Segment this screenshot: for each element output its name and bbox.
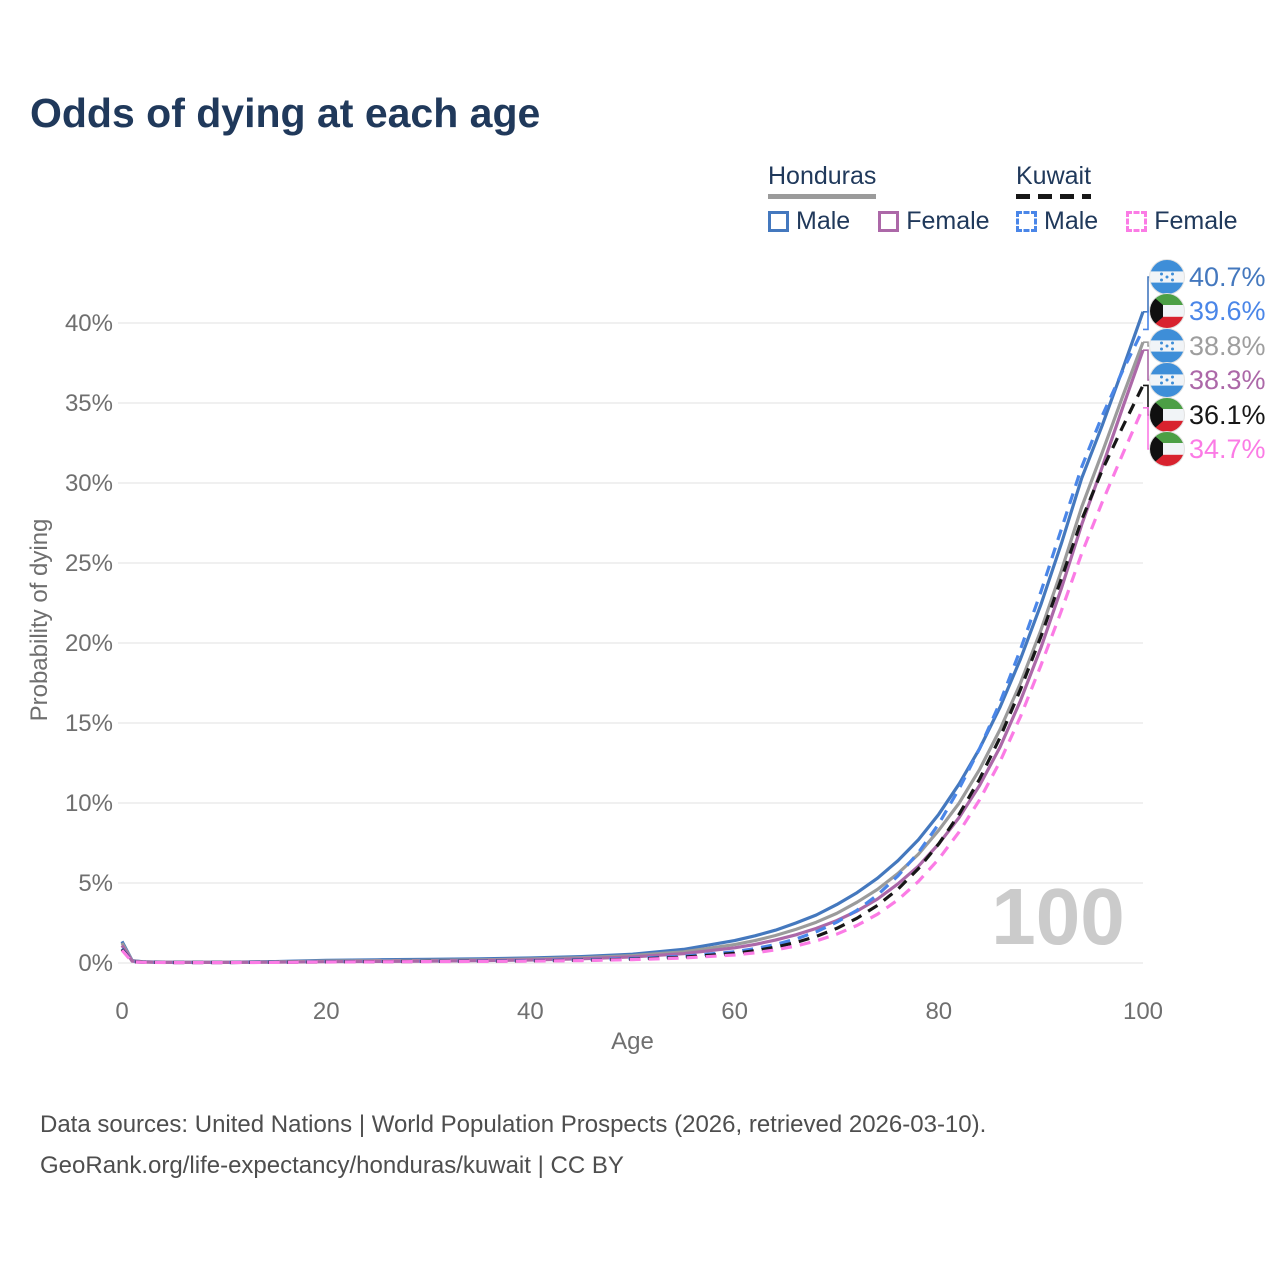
- x-tick-label: 20: [313, 998, 340, 1025]
- x-tick-label: 0: [115, 998, 128, 1025]
- end-label-connector: [1143, 349, 1150, 381]
- y-tick-label: 5%: [78, 870, 113, 897]
- end-label-value: 40.7%: [1189, 262, 1266, 292]
- end-label-value: 39.6%: [1189, 296, 1266, 326]
- y-tick-label: 0%: [78, 950, 113, 977]
- series-line-kuwait-male[interactable]: [120, 328, 1145, 965]
- legend-item-honduras-male[interactable]: Male: [768, 207, 850, 236]
- series-line-kuwait-female[interactable]: [120, 407, 1145, 965]
- kuwait-flag-icon: [1149, 293, 1185, 329]
- honduras-male-swatch-icon: [768, 211, 789, 232]
- legend-item-label: Male: [796, 207, 851, 235]
- legend-item-kuwait-male[interactable]: Male: [1016, 207, 1098, 236]
- x-tick-label: 40: [517, 998, 544, 1025]
- legend-item-label: Female: [906, 207, 990, 235]
- page-title: Odds of dying at each age: [30, 90, 541, 136]
- kuwait-flag-icon: [1149, 397, 1185, 433]
- series-line-kuwait-both[interactable]: [120, 384, 1145, 965]
- legend-country-honduras[interactable]: Honduras: [768, 162, 877, 199]
- kuwait-line-swatch: [1016, 194, 1092, 199]
- x-tick-label: 100: [1123, 998, 1163, 1025]
- end-label-value: 38.8%: [1189, 331, 1266, 361]
- end-label-value: 36.1%: [1189, 400, 1266, 430]
- legend-country-label: Honduras: [768, 162, 877, 190]
- legend-country-label: Kuwait: [1016, 162, 1092, 190]
- y-tick-label: 30%: [65, 470, 113, 497]
- kuwait-female-swatch-icon: [1126, 211, 1148, 232]
- y-tick-label: 15%: [65, 710, 113, 737]
- series-line-honduras-both[interactable]: [120, 341, 1145, 964]
- y-tick-label: 20%: [65, 630, 113, 657]
- footer-sources-line: Data sources: United Nations | World Pop…: [40, 1111, 987, 1138]
- legend-item-kuwait-female[interactable]: Female: [1126, 207, 1238, 236]
- end-label-connector: [1143, 407, 1150, 450]
- kuwait-male-swatch-icon: [1016, 211, 1037, 232]
- end-label-connector: [1143, 341, 1150, 347]
- x-tick-label: 60: [721, 998, 748, 1025]
- end-label-value: 34.7%: [1189, 434, 1266, 464]
- y-tick-label: 35%: [65, 390, 113, 417]
- honduras-line-swatch: [768, 194, 877, 199]
- honduras-flag-icon: [1149, 362, 1185, 398]
- legend-group-kuwait: Kuwait Male Female: [1016, 162, 1238, 236]
- series-line-honduras-female[interactable]: [120, 349, 1145, 964]
- end-label-connector: [1143, 384, 1150, 416]
- legend-item-honduras-female[interactable]: Female: [878, 207, 990, 236]
- y-tick-label: 40%: [65, 310, 113, 337]
- y-axis-title: Probability of dying: [26, 519, 53, 722]
- x-tick-label: 80: [925, 998, 952, 1025]
- footer-url-line: GeoRank.org/life-expectancy/honduras/kuw…: [40, 1152, 624, 1179]
- honduras-flag-icon: [1149, 259, 1185, 295]
- honduras-flag-icon: [1149, 328, 1185, 364]
- end-label-value: 38.3%: [1189, 365, 1266, 395]
- y-tick-label: 25%: [65, 550, 113, 577]
- legend-country-kuwait[interactable]: Kuwait: [1016, 162, 1092, 199]
- honduras-female-swatch-icon: [878, 211, 900, 232]
- end-label-connector: [1143, 310, 1150, 331]
- y-tick-label: 10%: [65, 790, 113, 817]
- legend-item-label: Female: [1154, 207, 1238, 235]
- footer: Data sources: United Nations | World Pop…: [40, 1104, 986, 1186]
- end-label-connector: [1143, 276, 1150, 313]
- chart-watermark-age: 100: [991, 872, 1124, 961]
- series-line-honduras-male[interactable]: [120, 311, 1145, 964]
- legend-item-label: Male: [1044, 207, 1099, 235]
- legend-group-honduras: Honduras Male Female: [768, 162, 990, 236]
- x-axis-title: Age: [611, 1028, 654, 1055]
- kuwait-flag-icon: [1149, 431, 1185, 467]
